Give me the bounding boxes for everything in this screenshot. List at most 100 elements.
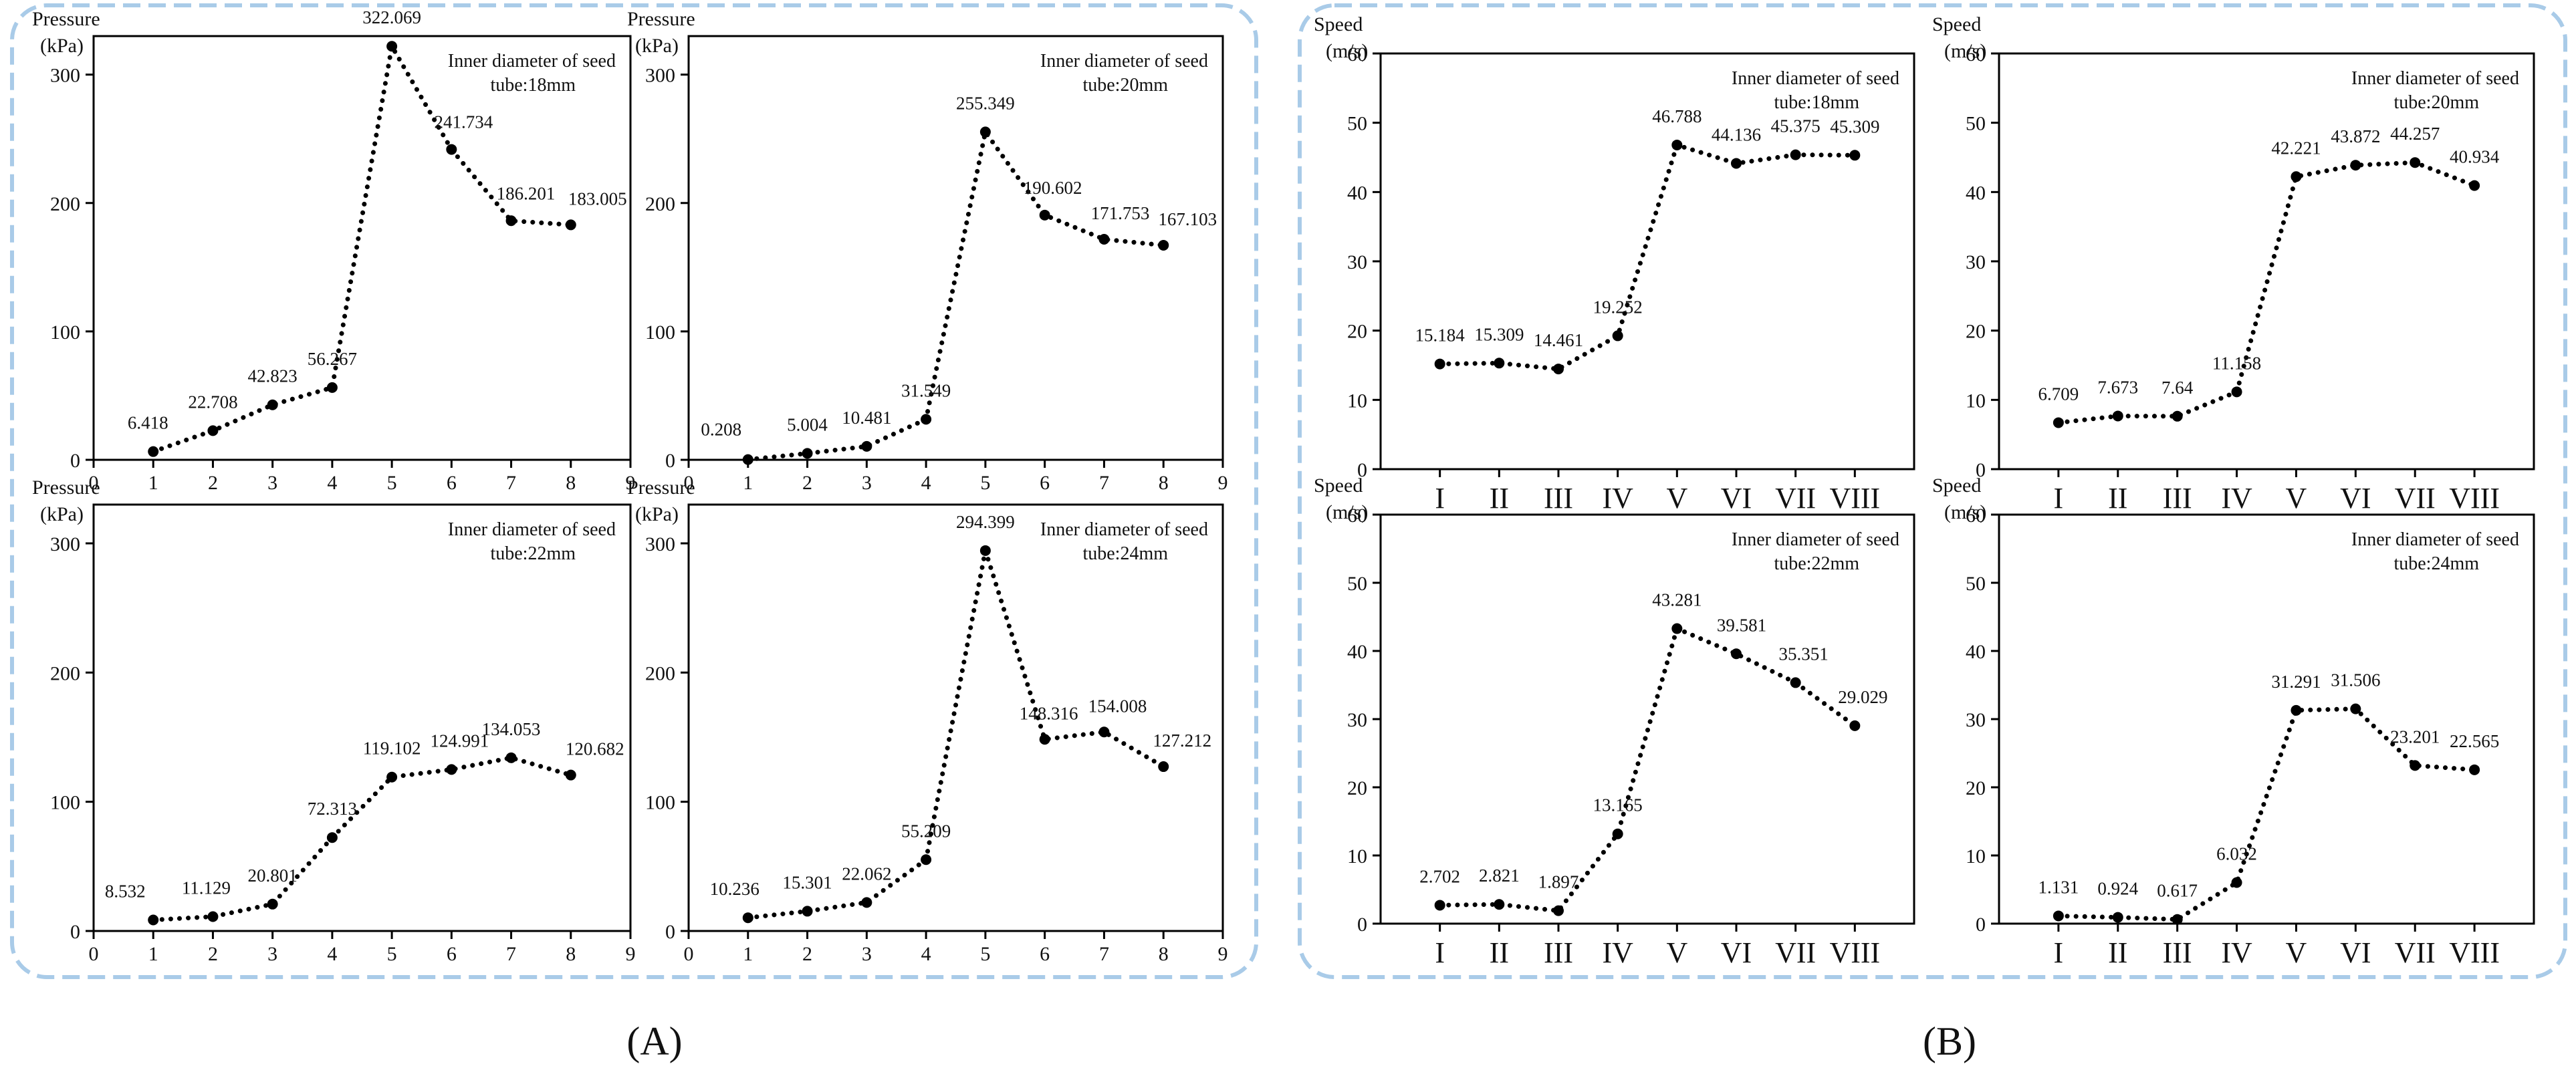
x-tick-label: 9 xyxy=(1218,472,1228,494)
data-point xyxy=(2172,914,2183,925)
chart-title-line1: Inner diameter of seed xyxy=(1732,68,1899,89)
x-tick-label: VIII xyxy=(2449,482,2500,515)
chart-title-line2: tube:20mm xyxy=(2393,92,2479,113)
chart-2: 0 100 200 300 0 1 2 3 4 5 6 7 8 9 Pressure (kPa) Inner d… xyxy=(627,8,1228,494)
data-label: 1.131 xyxy=(2038,877,2079,897)
series-line xyxy=(745,126,1166,462)
x-tick-label: VII xyxy=(1775,936,1816,969)
y-tick-label: 0 xyxy=(665,450,675,472)
data-label: 11.129 xyxy=(182,878,231,898)
data-point xyxy=(1671,139,1683,150)
data-point xyxy=(2410,760,2421,771)
data-label: 19.252 xyxy=(1593,297,1643,317)
data-label: 29.029 xyxy=(1838,687,1887,707)
data-point xyxy=(267,898,278,910)
y-axis-label: Pressure xyxy=(32,8,100,30)
y-tick-label: 40 xyxy=(1966,641,1986,663)
data-point xyxy=(1612,828,1623,839)
y-tick-label: 50 xyxy=(1347,573,1367,595)
data-label: 322.069 xyxy=(362,7,421,27)
chart-title-line1: Inner diameter of seed xyxy=(2351,68,2519,89)
x-tick-label: 5 xyxy=(980,472,990,494)
data-label: 10.236 xyxy=(710,879,759,899)
y-tick-label: 30 xyxy=(1347,709,1367,731)
y-tick-label: 40 xyxy=(1966,182,1986,204)
x-tick-label: III xyxy=(2163,482,2192,515)
data-point xyxy=(326,832,338,843)
x-tick-label: VII xyxy=(1775,482,1816,515)
x-tick-label: VI xyxy=(2340,936,2371,969)
data-label: 22.565 xyxy=(2450,731,2499,751)
group-a-frame xyxy=(10,3,1258,979)
plot-frame xyxy=(1998,513,2535,925)
x-tick-label: 1 xyxy=(743,472,753,494)
data-point xyxy=(1098,726,1110,738)
data-point xyxy=(861,897,872,908)
y-tick-label: 60 xyxy=(1966,43,1986,65)
x-tick-label: II xyxy=(2108,482,2127,515)
x-tick-label: II xyxy=(1490,936,1509,969)
x-tick-label: VI xyxy=(1721,936,1752,969)
x-tick-label: I xyxy=(2054,482,2064,515)
x-tick-label: V xyxy=(1666,482,1687,515)
y-tick-label: 100 xyxy=(50,792,80,814)
x-tick-label: 8 xyxy=(566,472,576,494)
data-label: 186.201 xyxy=(497,183,556,203)
data-label: 0.924 xyxy=(2097,879,2138,899)
x-tick-label: 3 xyxy=(862,472,872,494)
x-tick-label: 0 xyxy=(89,943,99,965)
data-label: 7.673 xyxy=(2097,377,2138,397)
x-tick-label: 4 xyxy=(921,472,931,494)
x-tick-label: 1 xyxy=(148,943,158,965)
data-point xyxy=(2469,764,2480,775)
chart-title-line2: tube:20mm xyxy=(1082,75,1168,96)
chart-title-line2: tube:18mm xyxy=(1774,92,1859,113)
series-line xyxy=(1437,625,1857,914)
y-tick-label: 200 xyxy=(645,193,675,215)
y-tick-label: 300 xyxy=(50,533,80,555)
data-point xyxy=(1671,623,1683,634)
data-point xyxy=(802,906,813,917)
data-point xyxy=(386,771,398,783)
chart-title-line1: Inner diameter of seed xyxy=(1040,519,1208,540)
y-axis-label: Pressure xyxy=(627,477,695,499)
chart-title-line2: tube:24mm xyxy=(1082,543,1168,564)
y-tick-label: 20 xyxy=(1347,321,1367,343)
data-label: 45.375 xyxy=(1771,116,1821,136)
plot-frame xyxy=(687,503,1224,932)
data-point xyxy=(1158,239,1169,251)
x-tick-label: 8 xyxy=(1159,472,1169,494)
chart-title-line1: Inner diameter of seed xyxy=(448,519,616,540)
x-tick-label: 6 xyxy=(1040,943,1050,965)
y-tick-label: 300 xyxy=(50,65,80,87)
y-tick-label: 20 xyxy=(1966,777,1986,799)
series-line xyxy=(745,549,1166,920)
y-tick-label: 50 xyxy=(1347,113,1367,135)
y-tick-label: 10 xyxy=(1347,845,1367,867)
data-label: 44.136 xyxy=(1712,124,1761,144)
x-tick-label: 1 xyxy=(148,472,158,494)
data-label: 15.301 xyxy=(782,872,832,892)
x-tick-label: 7 xyxy=(506,943,516,965)
x-tick-label: 2 xyxy=(802,943,812,965)
y-axis-label: Speed xyxy=(1932,13,1981,35)
data-point xyxy=(861,440,872,452)
data-point xyxy=(2112,912,2123,923)
x-tick-label: 6 xyxy=(447,472,457,494)
data-label: 2.821 xyxy=(1479,865,1520,886)
data-label: 42.221 xyxy=(2271,138,2321,158)
x-tick-label: IV xyxy=(1602,936,1633,969)
x-tick-label: VIII xyxy=(1829,482,1880,515)
data-label: 31.549 xyxy=(901,380,951,400)
y-axis-unit: (m/s) xyxy=(1944,501,1986,523)
y-axis-unit: (kPa) xyxy=(40,503,84,525)
data-point xyxy=(1790,149,1801,160)
chart-title-line1: Inner diameter of seed xyxy=(1040,51,1208,72)
x-tick-label: IV xyxy=(1602,482,1633,515)
data-label: 124.991 xyxy=(430,730,489,751)
data-label: 5.004 xyxy=(787,414,828,434)
data-label: 134.053 xyxy=(482,719,541,739)
y-tick-label: 0 xyxy=(1976,914,1986,936)
series-line xyxy=(150,39,574,454)
y-tick-label: 60 xyxy=(1347,43,1367,65)
